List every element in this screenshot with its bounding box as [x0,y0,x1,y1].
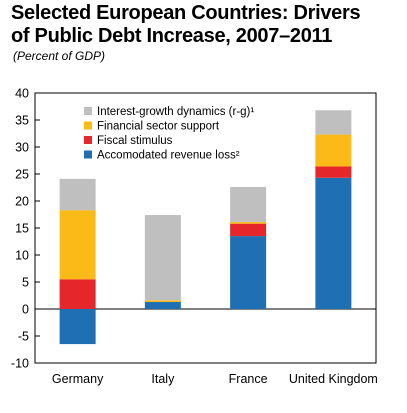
chart-title: Selected European Countries: Drivers of … [11,2,361,48]
legend-swatch [84,107,92,115]
bar-segment-united-kingdom-series-0 [315,177,352,309]
x-tick-label: France [229,372,268,386]
y-tick-label: -10 [11,357,29,371]
y-tick-label: 20 [15,195,29,209]
chart-title-line-1: Selected European Countries: Drivers [11,2,361,24]
y-tick-label: 25 [15,168,29,182]
y-tick-label: -5 [18,330,29,344]
bar-segment-united-kingdom-series-2 [315,134,352,167]
bar-segment-germany-series-1 [59,279,96,309]
x-tick-label: United Kingdom [289,372,378,386]
bar-segment-germany-series-0 [59,309,96,345]
chart-title-line-2: of Public Debt Increase, 2007–2011 [11,25,333,47]
bar-segment-france-series-3 [230,186,267,223]
y-tick-label: 0 [22,303,29,317]
y-tick-label: 5 [22,276,29,290]
legend-label: Accomodated revenue loss² [97,150,240,162]
bar-segment-united-kingdom-series-3 [315,110,352,135]
bar-segment-italy-series-0 [144,301,181,309]
bar-segment-united-kingdom-series-1 [315,166,352,178]
bar-segment-italy-series-3 [144,215,181,301]
bar-segment-italy-series-2 [144,300,181,302]
y-tick-label: 10 [15,249,29,263]
legend-label: Interest-growth dynamics (r-g)¹ [97,106,254,118]
legend-label: Fiscal stimulus [97,135,173,147]
y-tick-label: 40 [15,87,29,101]
bar-segment-germany-series-3 [59,178,96,211]
legend-label: Financial sector support [97,121,220,133]
x-tick-label: Italy [151,372,175,386]
bar-segment-france-series-2 [230,222,267,224]
bar-segment-france-series-0 [230,236,267,309]
legend-swatch [84,121,92,130]
y-tick-label: 30 [15,141,29,155]
chart-subtitle: (Percent of GDP) [13,49,106,63]
legend-swatch [84,136,92,144]
legend-swatch [84,150,92,159]
y-tick-label: 15 [15,222,29,236]
bar-segment-france-series-1 [230,223,267,237]
x-tick-label: Germany [52,372,104,386]
bar-segment-germany-series-2 [59,210,96,280]
y-tick-label: 35 [15,114,29,128]
